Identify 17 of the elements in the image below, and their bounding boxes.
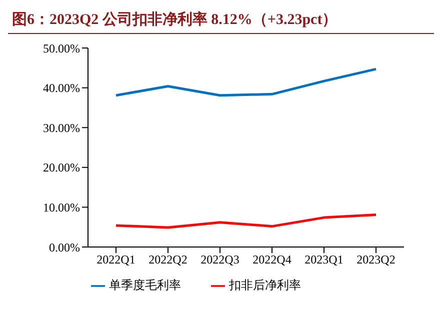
y-tick-label: 0.00% <box>49 240 80 254</box>
legend-label: 单季度毛利率 <box>109 278 181 292</box>
x-tick-label: 2022Q4 <box>252 252 292 267</box>
legend-label: 扣非后净利率 <box>229 278 301 292</box>
line-series <box>114 68 378 97</box>
y-tick-label: 50.00% <box>43 41 80 56</box>
x-tick-label: 2023Q2 <box>356 252 396 267</box>
y-tick-label: 40.00% <box>43 81 80 96</box>
line-series <box>114 214 378 229</box>
x-tick-label: 2022Q2 <box>148 252 188 267</box>
x-tick-label: 2022Q3 <box>200 252 240 267</box>
y-tick-label: 30.00% <box>43 120 80 135</box>
y-tick-label: 10.00% <box>43 200 80 214</box>
x-tick-label: 2022Q1 <box>96 252 136 267</box>
x-tick-label: 2023Q1 <box>304 252 344 267</box>
y-tick-label: 20.00% <box>43 160 80 175</box>
chart-title: 图6：2023Q2 公司扣非净利率 8.12%（+3.23pct） <box>8 8 434 34</box>
